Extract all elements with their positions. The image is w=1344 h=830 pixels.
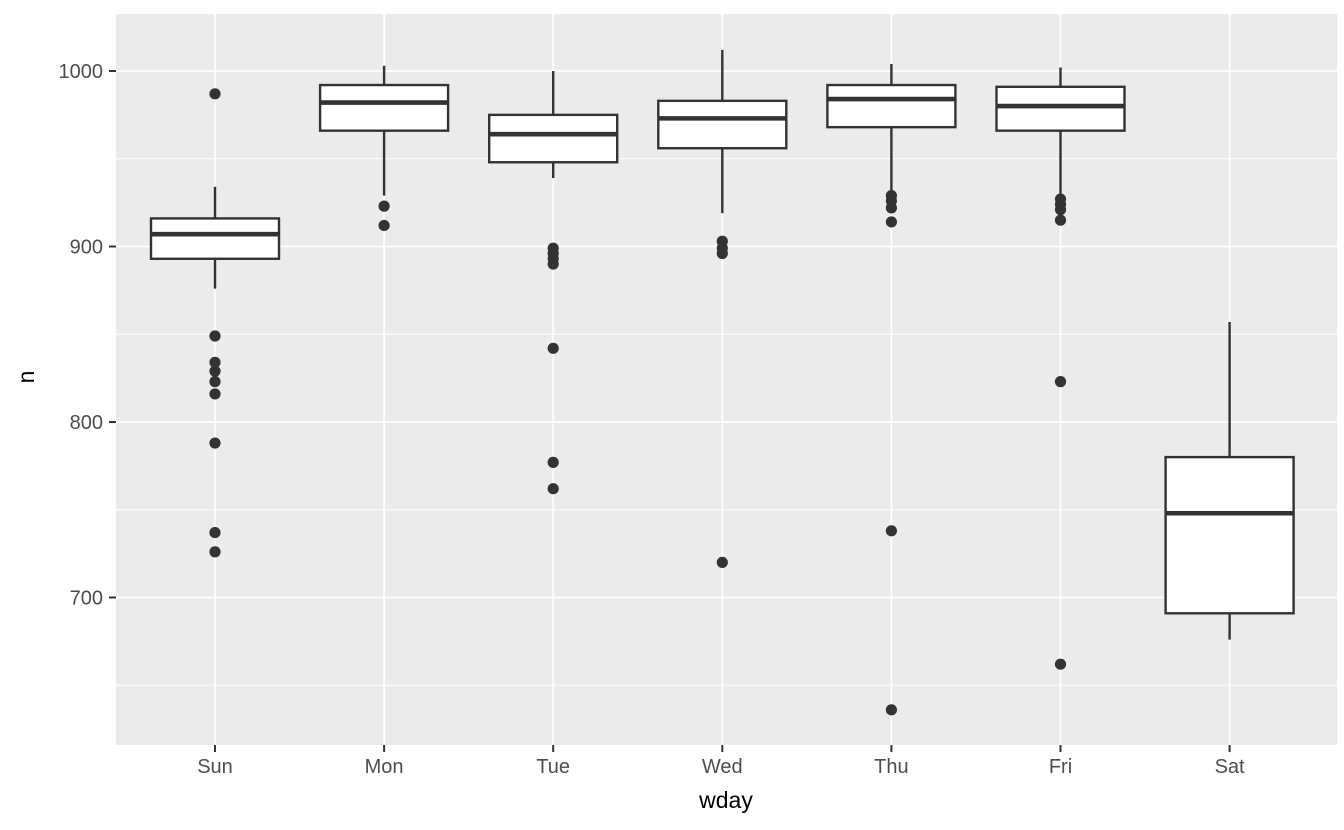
boxplot-fri <box>995 67 1126 670</box>
y-tick-label-700: 700 <box>70 588 103 610</box>
outlier-dot <box>209 526 221 539</box>
outlier-dot <box>209 376 221 388</box>
outlier-dot <box>885 525 898 537</box>
outlier-dot <box>885 216 898 228</box>
iqr-box <box>488 113 619 164</box>
outlier-dot <box>209 437 221 449</box>
outlier-dot <box>209 546 221 558</box>
outlier-dot <box>1054 214 1067 226</box>
y-tick-label-1000: 1000 <box>59 61 104 83</box>
x-tick-label-fri: Fri <box>1049 756 1072 778</box>
outlier-dot <box>547 456 559 468</box>
outlier-dot <box>378 219 390 232</box>
outlier-dot <box>1054 658 1067 670</box>
x-tick-label-mon: Mon <box>365 756 404 778</box>
outlier-dot <box>209 356 221 368</box>
outlier-dot <box>209 388 221 400</box>
outlier-dot <box>209 330 221 342</box>
x-tick-label-thu: Thu <box>874 756 908 778</box>
outlier-dot <box>716 556 728 569</box>
outlier-dot <box>209 365 221 377</box>
outlier-dot <box>1054 376 1067 388</box>
iqr-box <box>318 83 450 132</box>
y-axis-title: n <box>13 371 39 384</box>
x-tick-label-tue: Tue <box>536 756 570 778</box>
outlier-dot <box>378 200 390 212</box>
iqr-box <box>826 83 957 129</box>
iqr-box <box>995 85 1126 132</box>
boxplot-wed <box>657 49 788 569</box>
outlier-dot <box>885 202 898 214</box>
outlier-dot <box>547 258 559 270</box>
iqr-box <box>1164 455 1295 615</box>
y-tick-label-900: 900 <box>70 237 103 259</box>
boxplot-sun <box>149 88 281 558</box>
boxplot-mon <box>318 65 450 232</box>
y-tick-label-800: 800 <box>70 412 103 434</box>
iqr-box <box>149 217 281 260</box>
x-axis-title: wday <box>698 787 753 813</box>
iqr-box <box>657 99 788 150</box>
outlier-dot <box>885 704 898 716</box>
boxplot-sat <box>1164 321 1295 640</box>
outlier-dot <box>716 247 728 260</box>
outlier-dot <box>547 342 559 354</box>
x-tick-label-sat: Sat <box>1215 756 1245 778</box>
outlier-dot <box>1054 204 1067 216</box>
outlier-dot <box>209 88 221 100</box>
outlier-dot <box>547 483 559 495</box>
x-tick-label-sun: Sun <box>197 756 233 778</box>
x-tick-label-wed: Wed <box>702 756 743 778</box>
boxplot-thu <box>826 63 957 716</box>
boxplot-tue <box>488 71 619 495</box>
